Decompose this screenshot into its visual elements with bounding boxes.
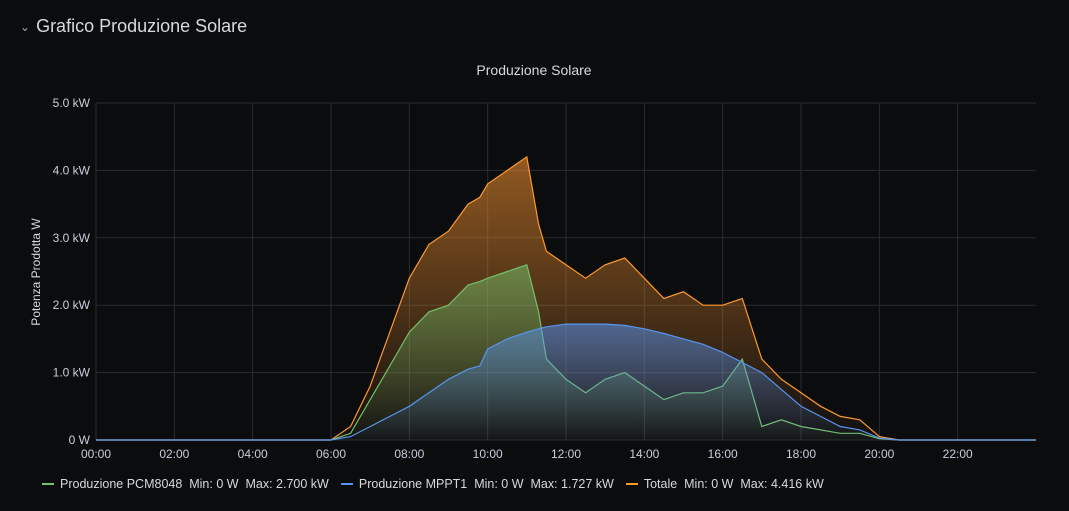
y-tick-label: 4.0 kW xyxy=(53,163,91,177)
row-header[interactable]: ⌄ Grafico Produzione Solare xyxy=(20,16,247,37)
legend-swatch xyxy=(340,483,353,485)
y-axis-label: Potenza Prodotta W xyxy=(29,218,43,326)
x-tick-label: 10:00 xyxy=(473,447,503,461)
x-tick-label: 04:00 xyxy=(238,447,268,461)
y-tick-label: 1.0 kW xyxy=(53,366,91,380)
y-tick-label: 2.0 kW xyxy=(53,298,91,312)
legend-label: Produzione PCM8048 Min: 0 W Max: 2.700 k… xyxy=(60,477,329,491)
x-tick-label: 08:00 xyxy=(394,447,424,461)
y-tick-label: 5.0 kW xyxy=(53,96,91,110)
y-tick-label: 3.0 kW xyxy=(53,231,91,245)
legend-label: Totale Min: 0 W Max: 4.416 kW xyxy=(643,477,824,491)
legend-swatch xyxy=(42,483,54,485)
x-tick-label: 02:00 xyxy=(159,447,189,461)
x-tick-label: 20:00 xyxy=(864,447,894,461)
legend-item[interactable]: Produzione MPPT1 Min: 0 W Max: 1.727 kW xyxy=(340,477,614,491)
chevron-down-icon: ⌄ xyxy=(20,19,31,34)
legend: Produzione PCM8048 Min: 0 W Max: 2.700 k… xyxy=(42,477,824,491)
chart-title: Produzione Solare xyxy=(476,62,591,78)
x-tick-label: 22:00 xyxy=(943,447,973,461)
y-tick-label: 0 W xyxy=(69,433,91,447)
legend-item[interactable]: Produzione PCM8048 Min: 0 W Max: 2.700 k… xyxy=(42,477,329,491)
x-tick-label: 14:00 xyxy=(629,447,659,461)
x-tick-label: 18:00 xyxy=(786,447,816,461)
series-area-2 xyxy=(96,156,1036,440)
legend-item[interactable]: Totale Min: 0 W Max: 4.416 kW xyxy=(625,477,824,491)
x-tick-label: 00:00 xyxy=(81,447,111,461)
x-tick-label: 16:00 xyxy=(708,447,738,461)
solar-production-chart: Produzione Solare Potenza Prodotta W 0 W 1.… xyxy=(29,62,1036,461)
x-tick-label: 06:00 xyxy=(316,447,346,461)
legend-label: Produzione MPPT1 Min: 0 W Max: 1.727 kW xyxy=(358,477,614,491)
series-area-1 xyxy=(96,324,1036,440)
legend-swatch xyxy=(625,483,638,485)
x-tick-label: 12:00 xyxy=(551,447,581,461)
row-title: Grafico Produzione Solare xyxy=(36,16,248,36)
series-line-2 xyxy=(96,155,1036,441)
series-line-1 xyxy=(96,323,1036,441)
